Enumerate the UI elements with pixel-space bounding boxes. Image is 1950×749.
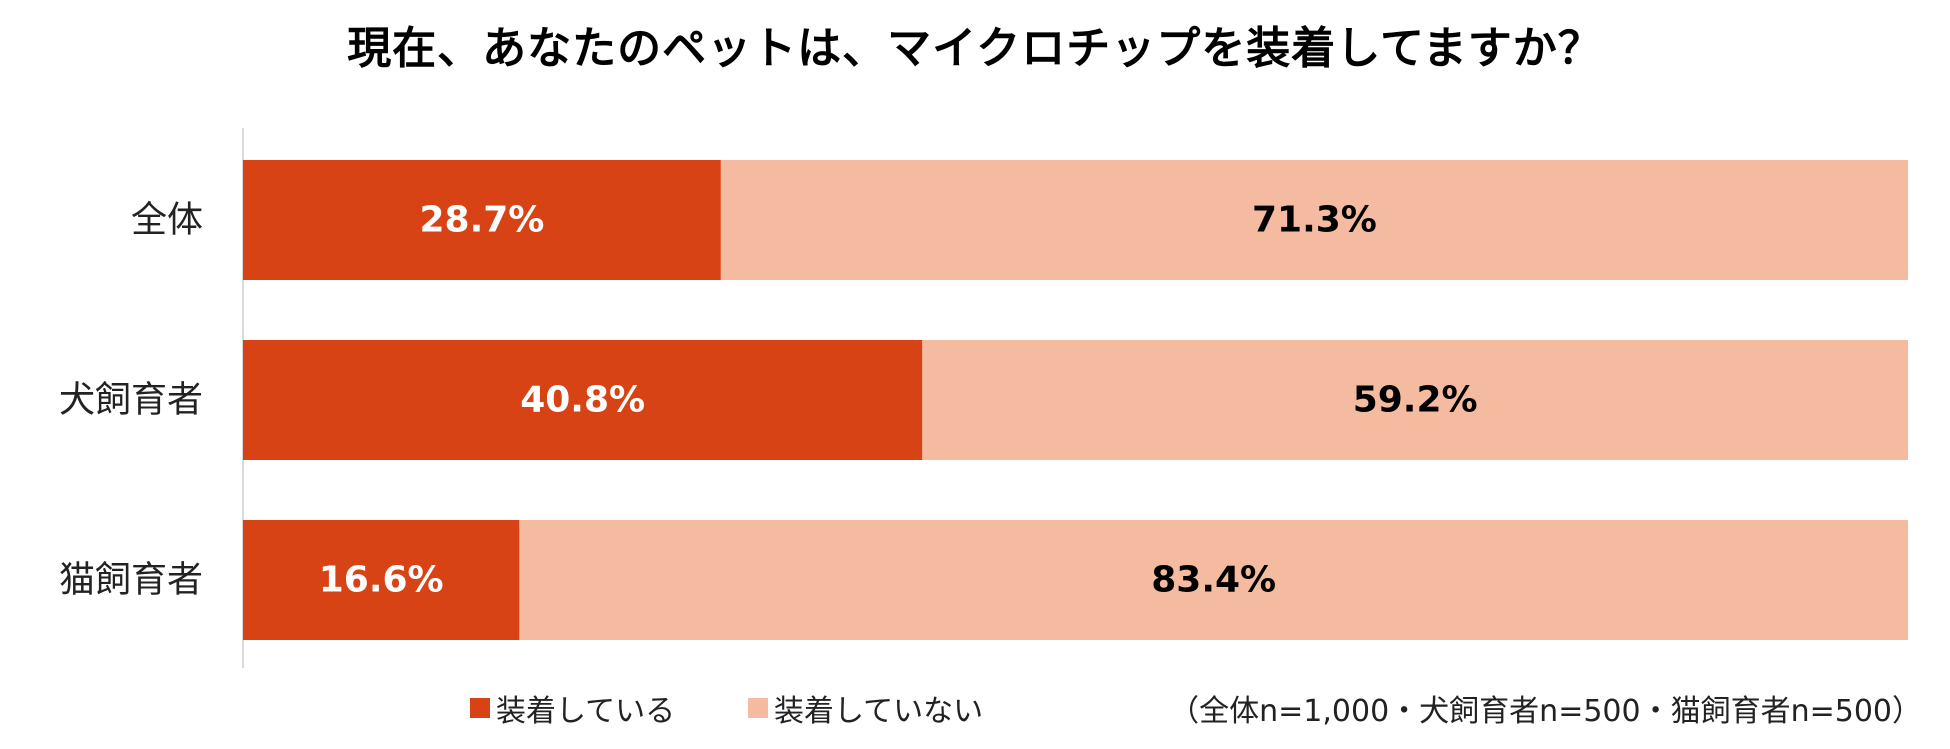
data-label: 40.8% <box>520 380 645 421</box>
category-label: 全体 <box>131 200 203 241</box>
bar-segment <box>922 340 1908 460</box>
sample-size-note: （全体n=1,000・犬飼育者n=500・猫飼育者n=500） <box>1169 694 1922 729</box>
data-label: 83.4% <box>1151 560 1276 601</box>
bar-segment <box>243 340 923 460</box>
bar-segment <box>243 160 721 280</box>
bar-segment <box>243 520 520 640</box>
legend-swatch-series-1 <box>470 698 490 718</box>
bar-segment <box>720 160 1908 280</box>
category-label: 猫飼育者 <box>59 560 203 601</box>
legend-item-series-1: 装着している <box>470 686 675 730</box>
legend-item-series-2: 装着していない <box>748 686 983 730</box>
data-label: 71.3% <box>1252 200 1377 241</box>
data-label: 16.6% <box>319 560 444 601</box>
legend-label-series-2: 装着していない <box>774 694 984 729</box>
bars-group: 全体 28.7% 71.3% 犬飼育者 40.8% 59.2% 猫飼育者 16.6% 83.4% <box>59 160 1908 640</box>
category-label: 犬飼育者 <box>59 380 203 421</box>
bar-segment <box>519 520 1908 640</box>
legend-label-series-1: 装着している <box>496 694 676 729</box>
legend-swatch-series-2 <box>748 698 768 718</box>
chart-title: 現在、あなたのペットは、マイクロチップを装着してますか？ <box>347 23 1603 74</box>
data-label: 59.2% <box>1353 380 1478 421</box>
data-label: 28.7% <box>419 200 544 241</box>
